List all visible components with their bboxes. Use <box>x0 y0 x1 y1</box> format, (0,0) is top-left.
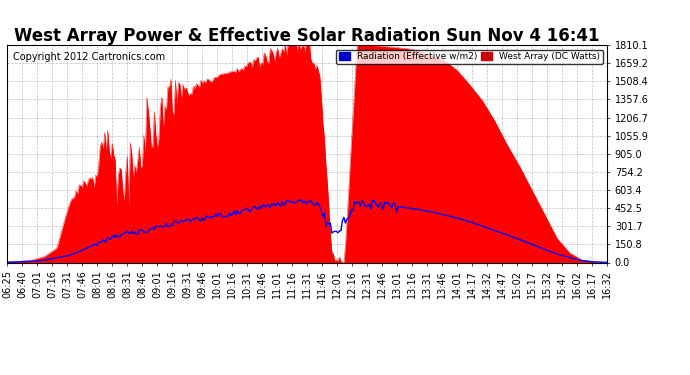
Title: West Array Power & Effective Solar Radiation Sun Nov 4 16:41: West Array Power & Effective Solar Radia… <box>14 27 600 45</box>
Legend: Radiation (Effective w/m2), West Array (DC Watts): Radiation (Effective w/m2), West Array (… <box>336 50 602 64</box>
Text: Copyright 2012 Cartronics.com: Copyright 2012 Cartronics.com <box>13 51 165 62</box>
